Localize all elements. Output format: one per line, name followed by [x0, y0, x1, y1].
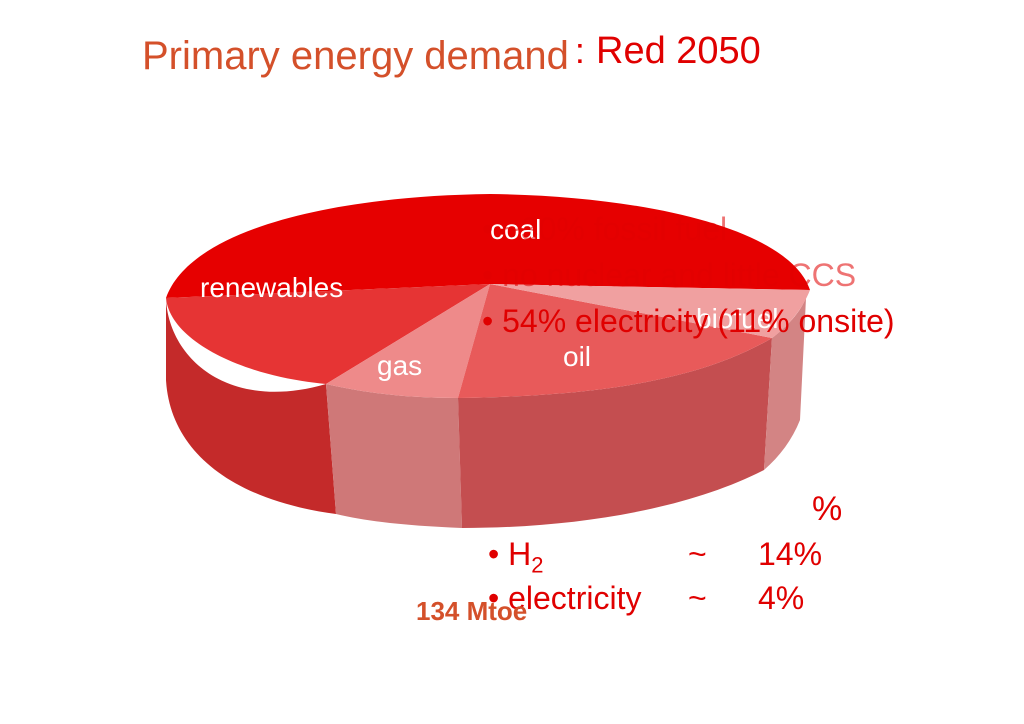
- pie-slice-biofuel: [490, 284, 810, 338]
- slice-label-renewables: renewables: [200, 272, 344, 303]
- slice-label-biofuel: biofuel: [696, 303, 779, 334]
- bullet-nuclear: • no nuclear and little CCS: [482, 257, 857, 293]
- pie-side-oil: [458, 338, 772, 528]
- title-scenario: Red 2050: [596, 30, 761, 72]
- pie-slice-coal: [166, 194, 810, 298]
- slice-label-coal: coal: [490, 214, 542, 245]
- bullet-electricity: • 54% electricity (11% onsite): [482, 303, 895, 339]
- row-name: • H2: [488, 536, 544, 578]
- table-row: • electricity ~4%: [488, 580, 804, 622]
- pie-side-biofuel: [764, 298, 806, 470]
- row-tilde: ~: [688, 536, 707, 572]
- row-tilde: ~: [688, 580, 707, 616]
- title-main: Primary energy demand: [142, 34, 569, 78]
- row-value: 4%: [758, 580, 805, 616]
- pie-slice-renewables: [166, 284, 490, 384]
- table-row: • H2 ~14%: [488, 536, 822, 578]
- pie-slice-gas: [326, 284, 490, 398]
- chart-title: Primary energy demand: Red 2050: [142, 30, 761, 79]
- title-separator: :: [574, 30, 585, 71]
- total-label: 134 Mtoe: [416, 596, 528, 626]
- table-header-percent: %: [812, 490, 843, 528]
- key-points: • ~30% fossil fuel • no nuclear and litt…: [482, 206, 895, 344]
- pie-side-gas: [326, 384, 462, 528]
- pie-side-renewables: [166, 300, 336, 514]
- slice-label-oil: oil: [563, 341, 592, 372]
- pie-slice-oil: [458, 284, 772, 398]
- row-value: 14%: [758, 536, 823, 572]
- row-name: • electricity: [488, 580, 642, 616]
- slice-label-gas: gas: [377, 350, 423, 381]
- bullet-fossil: • ~30% fossil fuel: [482, 211, 728, 247]
